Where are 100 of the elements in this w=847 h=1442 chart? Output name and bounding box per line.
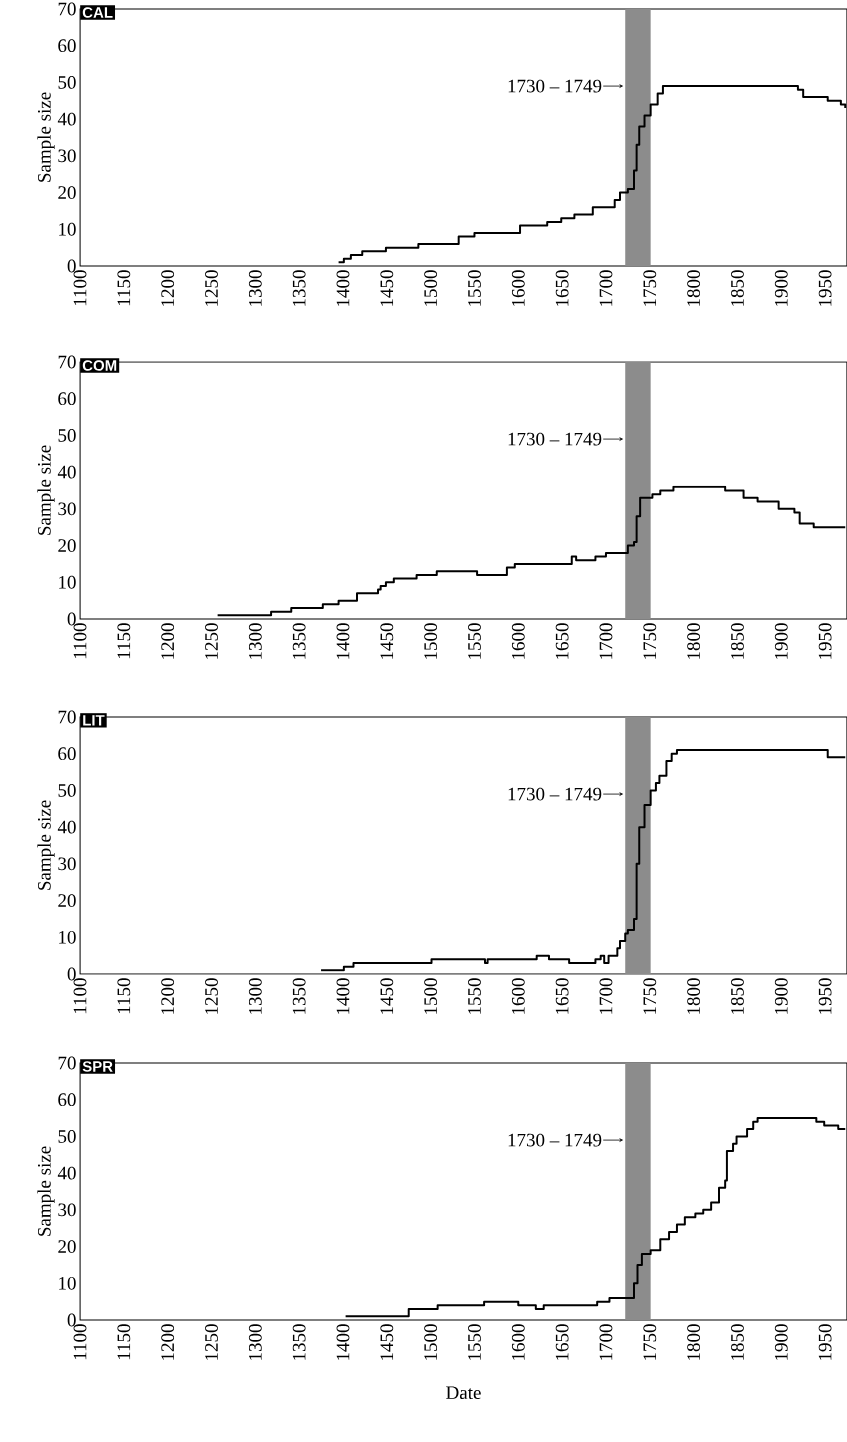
- x-tick-label: 1500: [424, 270, 438, 306]
- x-tick-label: 1300: [248, 270, 262, 306]
- y-tick-label: 70: [58, 710, 76, 724]
- x-tick-label: 1200: [161, 623, 175, 659]
- y-tick-label: 60: [58, 392, 76, 406]
- x-tick-label: 1850: [731, 978, 744, 1014]
- y-tick-label: 40: [57, 1166, 76, 1180]
- x-tick-label: 1150: [117, 978, 131, 1014]
- x-tick-label: 1400: [336, 978, 350, 1014]
- x-tick-label: 1350: [292, 1324, 306, 1360]
- x-tick-label: 1150: [117, 270, 131, 306]
- x-tick-label: 1950: [818, 1324, 832, 1360]
- x-tick-label: 1400: [336, 1324, 350, 1360]
- x-tick-label: 1700: [599, 978, 613, 1014]
- chart-title: SPR: [82, 1061, 113, 1072]
- x-tick-label: 1400: [336, 623, 350, 659]
- x-tick-label: 1150: [117, 1324, 131, 1360]
- y-tick-label: 50: [58, 429, 76, 442]
- x-tick-label: 1600: [511, 978, 525, 1014]
- x-tick-label: 1750: [643, 270, 657, 306]
- band-label: 1730 – 1749: [508, 432, 602, 446]
- x-tick-label: 1800: [687, 978, 701, 1014]
- x-tick-label: 1250: [205, 623, 218, 659]
- x-tick-label: 1600: [511, 270, 525, 306]
- x-tick-label: 1900: [774, 978, 788, 1014]
- x-tick-label: 1450: [380, 1324, 394, 1360]
- y-tick-label: 10: [59, 575, 76, 589]
- x-tick-label: 1850: [731, 623, 744, 659]
- x-tick-label: 1200: [161, 270, 175, 306]
- x-tick-label: 1450: [380, 978, 394, 1014]
- y-tick-label: 20: [58, 894, 76, 907]
- x-tick-label: 1500: [424, 978, 438, 1014]
- y-tick-label: 40: [57, 112, 76, 126]
- x-tick-label: 1950: [818, 623, 832, 659]
- x-tick-label: 1700: [599, 623, 613, 659]
- y-tick-label: 60: [58, 1093, 76, 1107]
- x-tick-label: 1200: [161, 1324, 175, 1360]
- x-tick-label: 1600: [511, 623, 525, 659]
- x-tick-label: 1250: [205, 270, 218, 306]
- x-tick-label: 1550: [468, 270, 481, 306]
- y-tick-label: 50: [58, 1130, 76, 1143]
- x-tick-label: 1550: [468, 978, 481, 1014]
- y-axis-title: Sample size: [37, 1146, 55, 1236]
- x-tick-label: 1650: [555, 623, 569, 659]
- x-tick-label: 1700: [599, 1324, 613, 1360]
- x-tick-label: 1450: [380, 270, 394, 306]
- x-tick-label: 1750: [643, 1324, 657, 1360]
- y-tick-label: 60: [58, 39, 76, 53]
- x-tick-label: 1350: [292, 270, 306, 306]
- y-tick-label: 10: [59, 1276, 76, 1290]
- x-tick-label: 1150: [117, 623, 131, 659]
- y-tick-label: 60: [58, 747, 76, 761]
- y-axis-title: Sample size: [37, 800, 55, 890]
- y-axis-title: Sample size: [37, 92, 55, 182]
- y-tick-label: 70: [58, 355, 76, 369]
- x-tick-label: 1900: [774, 270, 788, 306]
- x-tick-label: 1500: [424, 623, 438, 659]
- y-tick-label: 40: [57, 465, 76, 479]
- chart-title: CAL: [82, 7, 113, 18]
- y-tick-label: 30: [58, 857, 76, 871]
- band-label: 1730 – 1749: [508, 1133, 602, 1147]
- x-tick-label: 1850: [731, 1324, 744, 1360]
- x-tick-label: 1800: [687, 1324, 701, 1360]
- x-tick-label: 1800: [687, 270, 701, 306]
- x-tick-label: 1950: [818, 270, 832, 306]
- y-tick-label: 70: [58, 2, 76, 16]
- x-tick-label: 1200: [161, 978, 175, 1014]
- y-tick-label: 20: [58, 186, 76, 199]
- x-tick-label: 1300: [248, 1324, 262, 1360]
- x-tick-label: 1900: [774, 623, 788, 659]
- x-tick-label: 1350: [292, 978, 306, 1014]
- chart-title: COM: [82, 360, 117, 371]
- y-tick-label: 10: [59, 222, 76, 236]
- y-tick-label: 50: [58, 76, 76, 89]
- x-tick-label: 1900: [774, 1324, 788, 1360]
- x-tick-label: 1750: [643, 978, 657, 1014]
- y-tick-label: 40: [57, 820, 76, 834]
- x-tick-label: 1250: [205, 978, 218, 1014]
- x-tick-label: 1750: [643, 623, 657, 659]
- y-tick-label: 20: [58, 539, 76, 552]
- x-tick-label: 1550: [468, 1324, 481, 1360]
- x-tick-label: 1600: [511, 1324, 525, 1360]
- x-tick-label: 1300: [248, 623, 262, 659]
- band-label: 1730 – 1749: [508, 79, 602, 93]
- x-tick-label: 1550: [468, 623, 481, 659]
- y-tick-label: 30: [58, 149, 76, 163]
- x-tick-label: 1300: [248, 978, 262, 1014]
- band-label: 1730 – 1749: [508, 787, 602, 801]
- x-tick-label: 1500: [424, 1324, 438, 1360]
- x-tick-label: 1650: [555, 1324, 569, 1360]
- y-tick-label: 30: [58, 1203, 76, 1217]
- x-tick-label: 1650: [555, 270, 569, 306]
- y-tick-label: 50: [58, 784, 76, 797]
- x-tick-label: 1400: [336, 270, 350, 306]
- x-tick-label: 1800: [687, 623, 701, 659]
- x-tick-label: 1450: [380, 623, 394, 659]
- y-tick-label: 10: [59, 930, 76, 944]
- x-tick-label: 1950: [818, 978, 832, 1014]
- y-axis-title: Sample size: [37, 445, 55, 535]
- x-axis-title: Date: [446, 1386, 481, 1400]
